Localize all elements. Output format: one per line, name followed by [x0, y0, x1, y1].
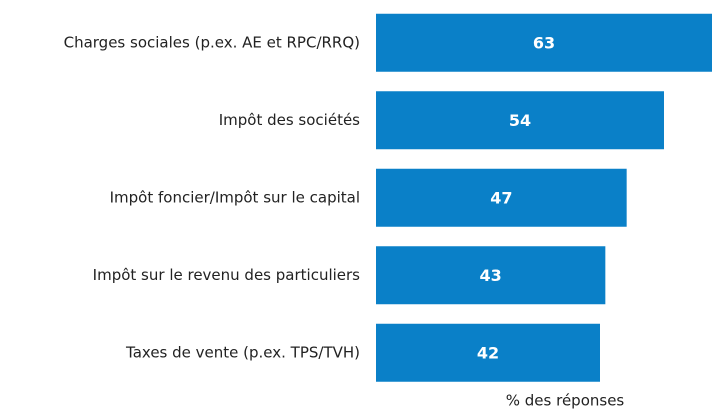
y-tick-label: Impôt foncier/Impôt sur le capital — [110, 188, 360, 206]
y-tick-label: Impôt sur le revenu des particuliers — [93, 266, 361, 284]
value-label: 43 — [480, 266, 502, 285]
x-axis-label: % des réponses — [506, 392, 625, 410]
value-label: 54 — [509, 111, 531, 130]
bar — [376, 13, 712, 72]
bar — [376, 323, 600, 382]
y-tick-label: Impôt des sociétés — [219, 111, 360, 129]
bar — [376, 246, 606, 305]
y-tick-label: Taxes de vente (p.ex. TPS/TVH) — [125, 343, 360, 361]
bar — [376, 168, 627, 227]
y-tick-label: Charges sociales (p.ex. AE et RPC/RRQ) — [64, 33, 360, 51]
value-label: 42 — [477, 343, 499, 362]
bar — [376, 91, 664, 150]
value-label: 47 — [490, 188, 512, 207]
value-label: 63 — [533, 33, 555, 52]
